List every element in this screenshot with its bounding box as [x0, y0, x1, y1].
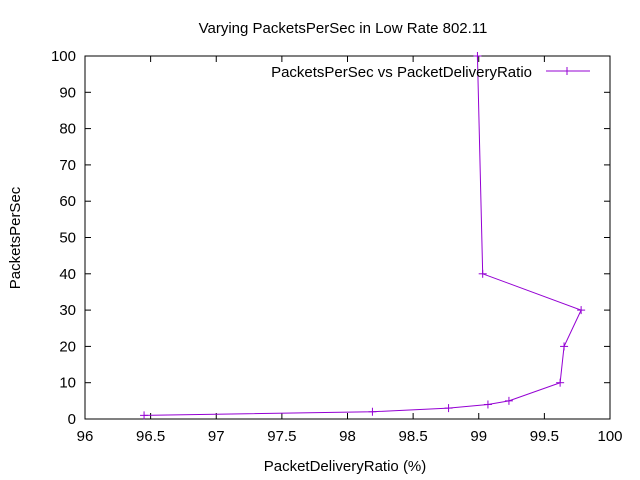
y-tick-label: 10 [59, 375, 76, 392]
y-tick-label: 0 [68, 411, 76, 428]
legend-label: PacketsPerSec vs PacketDeliveryRatio [271, 64, 532, 81]
y-axis-label: PacketsPerSec [7, 186, 24, 289]
data-point [140, 411, 149, 420]
x-tick-label: 98 [339, 428, 356, 445]
series-layer [140, 52, 586, 420]
axis-ticks: 96 96.5 97 97.5 98 98.5 99 99.5 100 0 10 20 30 40 50 60… [51, 48, 623, 445]
legend: PacketsPerSec vs PacketDeliveryRatio [271, 64, 590, 81]
data-point [556, 378, 565, 387]
plot-frame [84, 55, 611, 420]
data-point [478, 269, 487, 278]
data-point [444, 404, 453, 413]
y-tick-label: 80 [59, 121, 76, 138]
x-tick-label: 99 [470, 428, 487, 445]
x-tick-label: 99.5 [530, 428, 559, 445]
y-tick-label: 40 [59, 266, 76, 283]
data-point [483, 400, 492, 409]
y-tick-label: 70 [59, 157, 76, 174]
x-tick-label: 96.5 [136, 428, 165, 445]
y-tick-label: 30 [59, 302, 76, 319]
data-point [577, 306, 586, 315]
x-tick-label: 97.5 [267, 428, 296, 445]
y-tick-label: 20 [59, 338, 76, 355]
data-point [560, 342, 569, 351]
y-tick-label: 60 [59, 193, 76, 210]
data-point [368, 407, 377, 416]
chart-title: Varying PacketsPerSec in Low Rate 802.11 [199, 20, 488, 37]
y-tick-label: 90 [59, 84, 76, 101]
x-tick-label: 96 [77, 428, 94, 445]
series-line [144, 55, 582, 416]
x-tick-label: 97 [208, 428, 225, 445]
data-point [473, 52, 482, 60]
y-tick-label: 50 [59, 230, 76, 247]
x-tick-label: 100 [597, 428, 622, 445]
x-tick-label: 98.5 [399, 428, 428, 445]
x-axis-label: PacketDeliveryRatio (%) [264, 458, 427, 475]
y-tick-label: 100 [51, 48, 76, 65]
data-point [504, 396, 513, 405]
